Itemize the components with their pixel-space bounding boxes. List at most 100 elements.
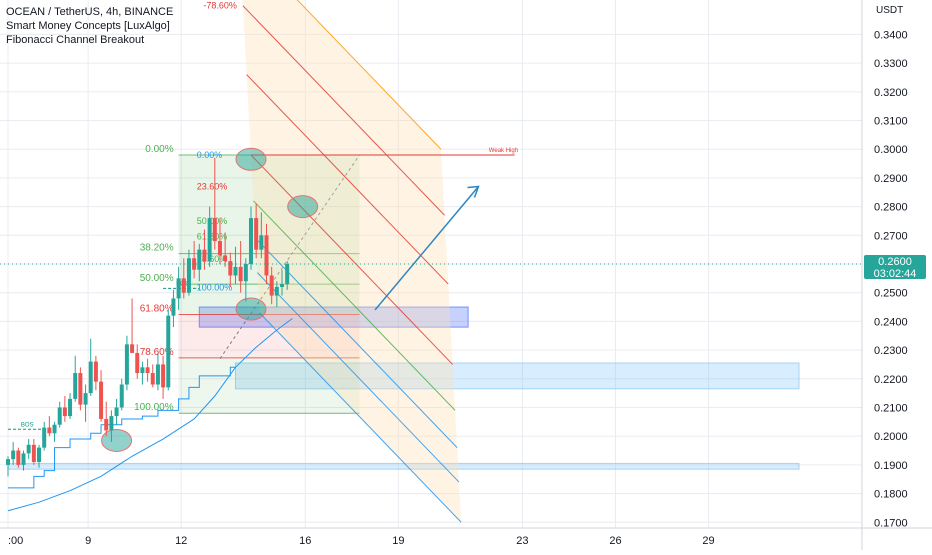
- arrow-head: [467, 185, 480, 198]
- fib-channel-line[interactable]: [259, 312, 462, 523]
- projection-arrow[interactable]: [374, 186, 480, 311]
- candle-body[interactable]: [93, 361, 98, 382]
- candle-body[interactable]: [171, 298, 176, 316]
- candle-body[interactable]: [31, 444, 36, 462]
- candle-body[interactable]: [119, 384, 124, 408]
- candle-body[interactable]: [135, 352, 140, 374]
- fib-level-label: 38.20%: [140, 243, 174, 254]
- zone-box[interactable]: [198, 306, 469, 328]
- candle-body[interactable]: [62, 407, 67, 417]
- candle-body[interactable]: [212, 218, 217, 242]
- fib-level-label: 0.00%: [145, 144, 173, 155]
- candle-body[interactable]: [243, 264, 248, 282]
- candle-body[interactable]: [78, 373, 83, 405]
- price-tick-label: 0.3000: [874, 144, 908, 156]
- candle-body[interactable]: [254, 218, 259, 250]
- candle-body[interactable]: [104, 418, 109, 431]
- candle-body[interactable]: [114, 407, 119, 417]
- candle-body[interactable]: [223, 255, 228, 262]
- price-tick-label: 0.3100: [874, 116, 908, 128]
- fib-channel-line[interactable]: [256, 272, 460, 483]
- candle-body[interactable]: [11, 450, 16, 460]
- price-tick-label: 0.3200: [874, 87, 908, 99]
- candle-body[interactable]: [6, 459, 10, 465]
- candle-body[interactable]: [228, 261, 233, 276]
- candle-body[interactable]: [145, 367, 150, 374]
- candle-body[interactable]: [264, 235, 269, 276]
- candle-body[interactable]: [57, 407, 62, 425]
- zone-box[interactable]: [234, 362, 800, 390]
- fib-channel-line[interactable]: [250, 154, 453, 365]
- candle-body[interactable]: [202, 249, 207, 262]
- price-tick-label: 0.1900: [874, 460, 908, 472]
- price-tick-label: 0.2000: [874, 431, 908, 443]
- candle-body[interactable]: [109, 416, 114, 431]
- time-tick-label: 12: [175, 535, 187, 547]
- candle-body[interactable]: [88, 361, 93, 394]
- fib-channel-line[interactable]: [246, 74, 449, 285]
- time-tick-label: 16: [299, 535, 311, 547]
- candle-body[interactable]: [99, 381, 104, 419]
- fib-channel-line[interactable]: [239, 0, 442, 150]
- candle-body[interactable]: [233, 266, 238, 276]
- candle-body[interactable]: [155, 364, 160, 385]
- price-tick-label: 0.2500: [874, 288, 908, 300]
- bar-countdown: 03:02:44: [873, 268, 917, 280]
- candle-body[interactable]: [26, 444, 31, 454]
- candle-body[interactable]: [207, 218, 212, 262]
- inner-fib-label: 61.80%: [197, 232, 228, 242]
- price-tick-label: 0.2700: [874, 230, 908, 242]
- candle-body[interactable]: [124, 344, 129, 385]
- candle-body[interactable]: [37, 447, 42, 462]
- zone-box[interactable]: [7, 462, 800, 470]
- candle-body[interactable]: [130, 344, 135, 353]
- candle-body[interactable]: [176, 278, 181, 299]
- last-price-value: 0.2600: [878, 256, 912, 268]
- candle-body[interactable]: [68, 398, 73, 417]
- swing-marker[interactable]: [235, 297, 267, 321]
- indicator-fib-channel[interactable]: Fibonacci Channel Breakout: [6, 34, 145, 46]
- candle-body[interactable]: [197, 249, 202, 270]
- candle-body[interactable]: [217, 241, 222, 256]
- inner-fib-label: 78.60%: [197, 254, 228, 264]
- candle-body[interactable]: [166, 315, 171, 388]
- candle-body[interactable]: [274, 286, 279, 296]
- symbol-title[interactable]: OCEAN / TetherUS, 4h, BINANCE: [6, 6, 174, 18]
- candle-body[interactable]: [52, 424, 57, 434]
- candle-body[interactable]: [181, 278, 186, 293]
- candle-body[interactable]: [140, 367, 145, 374]
- candle-body[interactable]: [248, 218, 253, 264]
- fib-level-label: 78.60%: [140, 347, 174, 358]
- candle-body[interactable]: [150, 373, 155, 385]
- candle-body[interactable]: [83, 393, 88, 405]
- fib-channel-line[interactable]: [253, 200, 456, 411]
- time-tick-label: 26: [609, 535, 621, 547]
- fib-level-label: 100.00%: [134, 402, 174, 413]
- fib-level-label: 50.00%: [140, 273, 174, 284]
- price-tick-label: 0.2100: [874, 402, 908, 414]
- candle-body[interactable]: [47, 427, 52, 434]
- trailing-stop-line: [8, 366, 236, 489]
- candle-body[interactable]: [161, 364, 166, 388]
- swing-marker[interactable]: [287, 195, 319, 219]
- swing-marker[interactable]: [235, 147, 267, 171]
- candle-body[interactable]: [16, 450, 21, 465]
- candle-body[interactable]: [192, 258, 197, 270]
- fib-channel-line[interactable]: [242, 5, 445, 216]
- candle-body[interactable]: [285, 264, 290, 285]
- candle-body[interactable]: [73, 373, 78, 399]
- time-tick-label: 9: [85, 535, 91, 547]
- candle-body[interactable]: [42, 427, 47, 448]
- indicator-smart-money[interactable]: Smart Money Concepts [LuxAlgo]: [6, 20, 170, 32]
- candle-body[interactable]: [269, 275, 274, 296]
- price-tick-label: 0.1700: [874, 517, 908, 529]
- candle-body[interactable]: [280, 284, 285, 287]
- candle-body[interactable]: [238, 266, 243, 282]
- candle-body[interactable]: [21, 453, 26, 465]
- swing-marker[interactable]: [101, 428, 133, 452]
- candle-body[interactable]: [259, 235, 264, 250]
- candle-body[interactable]: [186, 258, 191, 293]
- inner-fib-label: 100.00%: [197, 283, 233, 293]
